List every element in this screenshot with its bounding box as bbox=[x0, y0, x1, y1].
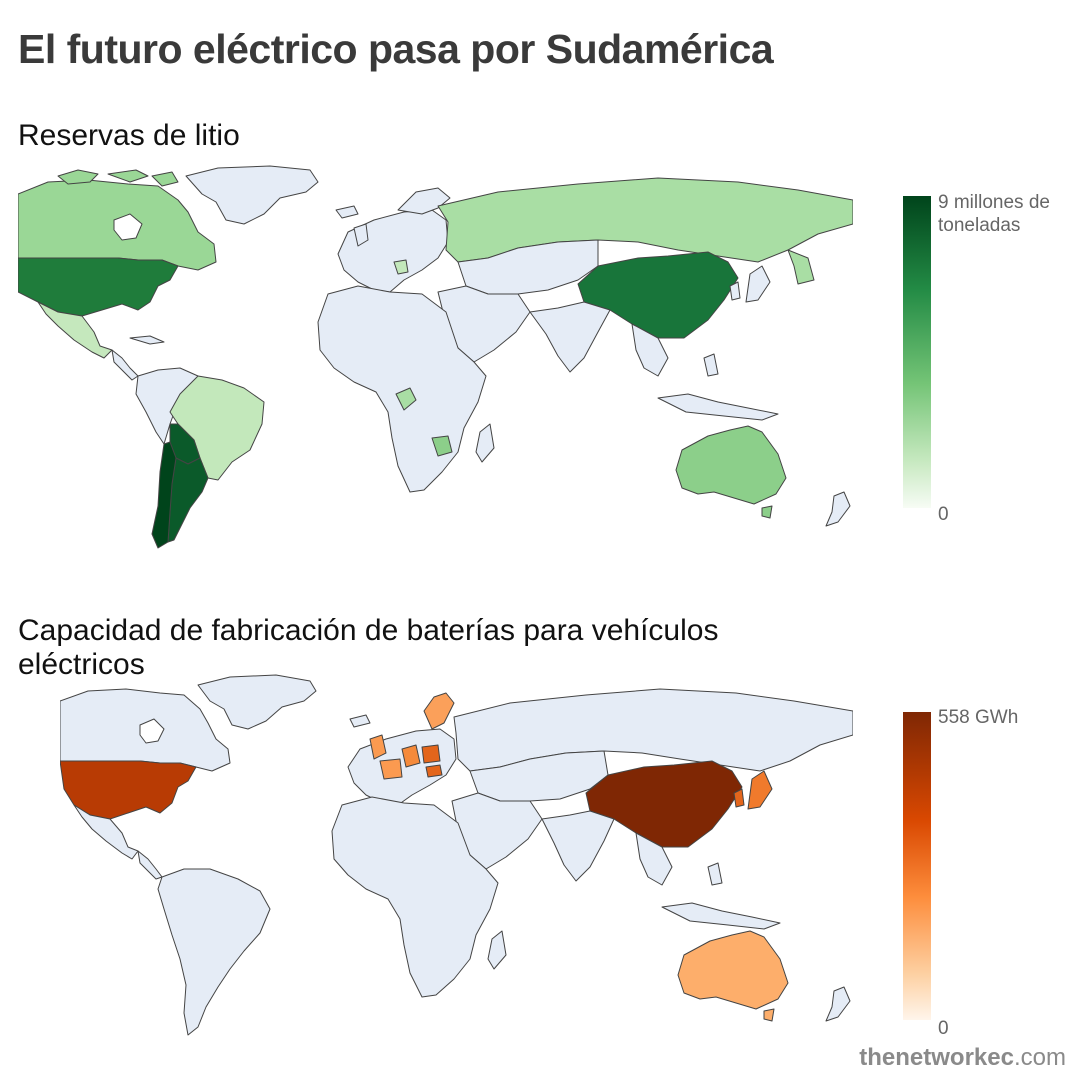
russia bbox=[453, 688, 853, 772]
australia bbox=[675, 425, 787, 505]
south-america bbox=[157, 868, 271, 1036]
philippines bbox=[703, 353, 719, 377]
mexico bbox=[73, 804, 139, 860]
new-zealand bbox=[825, 491, 851, 527]
hungary bbox=[425, 764, 443, 778]
battery-legend-max: 558 GWh bbox=[938, 707, 1019, 728]
greenland bbox=[185, 165, 319, 225]
lithium-map-title: Reservas de litio bbox=[18, 119, 240, 152]
madagascar bbox=[487, 930, 507, 970]
india bbox=[541, 810, 615, 882]
tasmania bbox=[761, 505, 773, 519]
central-america bbox=[111, 349, 139, 381]
caribbean bbox=[129, 335, 165, 345]
lithium-legend-colorbar bbox=[903, 196, 931, 508]
iceland bbox=[335, 205, 359, 219]
madagascar bbox=[475, 423, 495, 463]
greenland bbox=[197, 674, 317, 730]
uk bbox=[353, 223, 369, 247]
scandinavia bbox=[397, 187, 451, 215]
chile bbox=[151, 441, 177, 549]
canada-arctic-islands bbox=[57, 169, 179, 187]
philippines bbox=[707, 862, 723, 886]
battery-legend-colorbar bbox=[903, 712, 931, 1020]
uk bbox=[369, 734, 387, 760]
source-credit-rest: .com bbox=[1013, 1044, 1066, 1071]
russia-far-east bbox=[787, 249, 815, 285]
lithium-legend-min: 0 bbox=[938, 504, 949, 525]
tasmania bbox=[763, 1008, 775, 1022]
france bbox=[379, 758, 403, 780]
lithium-reserves-map bbox=[18, 165, 853, 549]
southeast-asia bbox=[635, 832, 673, 886]
source-credit: thenetworkec.com bbox=[859, 1044, 1066, 1072]
indonesia bbox=[657, 393, 779, 421]
central-america bbox=[137, 850, 163, 880]
dr-congo-region bbox=[395, 387, 417, 411]
hudson-bay bbox=[113, 213, 143, 241]
europe bbox=[337, 209, 449, 293]
australia bbox=[677, 930, 789, 1010]
battery-capacity-map bbox=[60, 674, 853, 1036]
south-korea bbox=[733, 788, 745, 808]
russia bbox=[437, 177, 853, 263]
japan bbox=[747, 770, 773, 810]
new-zealand bbox=[825, 986, 851, 1022]
africa bbox=[331, 796, 499, 998]
sweden bbox=[423, 692, 455, 730]
china bbox=[585, 760, 743, 848]
poland bbox=[421, 744, 441, 764]
japan bbox=[745, 265, 771, 303]
iceland bbox=[349, 714, 371, 728]
indonesia bbox=[661, 902, 781, 930]
india bbox=[529, 301, 611, 373]
page-title: El futuro eléctrico pasa por Sudamérica bbox=[18, 26, 774, 72]
battery-map-title: Capacidad de fabricación de baterías par… bbox=[18, 614, 719, 681]
southeast-asia bbox=[631, 323, 669, 377]
zimbabwe bbox=[431, 435, 453, 457]
source-credit-bold: thenetworkec bbox=[859, 1044, 1014, 1071]
hudson-bay bbox=[139, 718, 165, 744]
portugal bbox=[393, 259, 409, 275]
lithium-legend-max: 9 millones de toneladas bbox=[938, 192, 1050, 236]
battery-legend-min: 0 bbox=[938, 1018, 949, 1039]
mexico bbox=[37, 301, 113, 359]
korea bbox=[729, 281, 741, 301]
germany bbox=[401, 744, 421, 768]
